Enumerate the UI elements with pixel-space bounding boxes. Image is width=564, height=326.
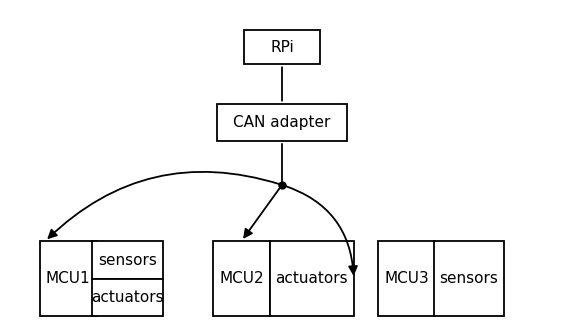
Text: MCU3: MCU3 <box>384 271 429 286</box>
Bar <box>92 241 163 279</box>
Bar <box>244 30 320 65</box>
Text: actuators: actuators <box>91 290 164 305</box>
Bar <box>217 104 347 141</box>
Bar <box>92 279 163 316</box>
Text: MCU2: MCU2 <box>219 271 264 286</box>
Text: CAN adapter: CAN adapter <box>233 115 331 130</box>
Bar <box>213 241 270 316</box>
Bar <box>378 241 435 316</box>
Bar <box>39 241 96 316</box>
Text: actuators: actuators <box>275 271 348 286</box>
Text: sensors: sensors <box>98 253 157 268</box>
Text: RPi: RPi <box>270 40 294 55</box>
Bar <box>434 241 504 316</box>
Bar <box>270 241 354 316</box>
Text: MCU1: MCU1 <box>46 271 90 286</box>
Text: sensors: sensors <box>439 271 498 286</box>
